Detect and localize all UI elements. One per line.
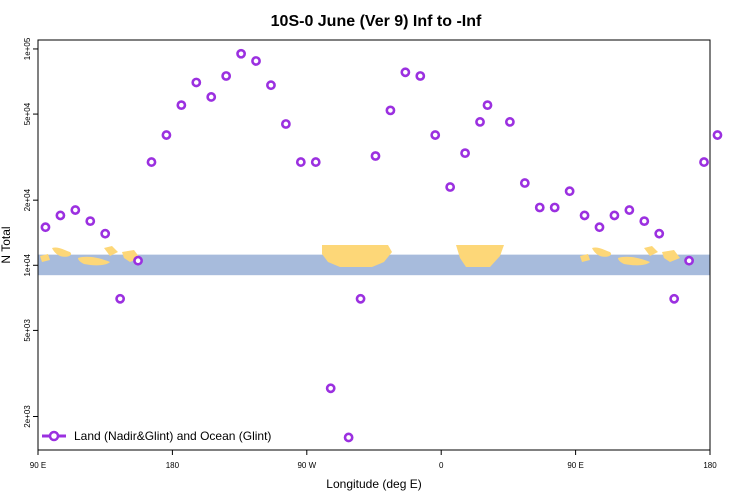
legend-label: Land (Nadir&Glint) and Ocean (Glint) bbox=[74, 429, 271, 443]
chart-title: 10S-0 June (Ver 9) Inf to -Inf bbox=[271, 13, 482, 30]
data-point bbox=[415, 71, 426, 81]
data-point bbox=[519, 178, 530, 188]
data-point bbox=[654, 228, 665, 239]
data-point bbox=[639, 216, 650, 227]
x-tick-label: 180 bbox=[703, 461, 717, 470]
data-point bbox=[549, 202, 560, 213]
data-point bbox=[355, 293, 366, 304]
data-point bbox=[85, 216, 96, 227]
data-points bbox=[40, 48, 723, 443]
data-point bbox=[712, 130, 723, 140]
data-point bbox=[146, 157, 157, 167]
data-point bbox=[221, 71, 232, 81]
data-point bbox=[400, 67, 411, 78]
data-point bbox=[684, 255, 694, 266]
y-axis-label: N Total bbox=[0, 226, 13, 263]
y-tick-label: 5e+04 bbox=[23, 102, 32, 125]
data-point bbox=[325, 383, 336, 394]
data-point bbox=[295, 157, 306, 167]
legend-marker bbox=[48, 430, 60, 442]
data-point bbox=[594, 222, 605, 233]
data-point bbox=[475, 117, 485, 127]
y-tick-label: 1e+05 bbox=[23, 37, 32, 60]
data-point bbox=[370, 151, 381, 161]
map-land-pacific-islands-east bbox=[580, 246, 680, 266]
y-tick-label: 1e+04 bbox=[23, 253, 32, 276]
plot-frame bbox=[37, 39, 711, 451]
map-land-pacific-islands-west bbox=[40, 246, 140, 266]
x-tick-label: 0 bbox=[439, 461, 444, 470]
data-point bbox=[206, 92, 217, 102]
data-point bbox=[70, 205, 81, 215]
data-point bbox=[482, 100, 493, 111]
data-point bbox=[133, 255, 143, 266]
data-point bbox=[266, 80, 276, 91]
x-axis: 90 E 180 90 W 0 90 E 180 bbox=[30, 450, 717, 470]
data-point bbox=[564, 186, 575, 197]
data-point bbox=[430, 130, 441, 140]
data-point bbox=[100, 228, 111, 239]
data-point bbox=[579, 210, 590, 221]
data-point bbox=[161, 130, 172, 140]
y-tick-label: 2e+04 bbox=[23, 188, 32, 211]
data-point bbox=[40, 222, 51, 233]
data-point bbox=[251, 56, 261, 66]
x-tick-label: 90 E bbox=[567, 461, 583, 470]
data-point bbox=[343, 432, 354, 443]
x-axis-label: Longitude (deg E) bbox=[326, 477, 421, 491]
y-tick-label: 2e+03 bbox=[23, 405, 32, 428]
y-axis: 1e+05 5e+04 2e+04 1e+04 5e+03 2e+03 bbox=[23, 37, 38, 428]
map-land-africa bbox=[456, 245, 504, 267]
data-point bbox=[310, 157, 321, 167]
data-point bbox=[460, 148, 470, 159]
data-point bbox=[280, 119, 291, 129]
x-tick-label: 90 W bbox=[297, 461, 316, 470]
data-point bbox=[624, 205, 635, 215]
data-point bbox=[534, 202, 545, 213]
y-tick-label: 5e+03 bbox=[23, 319, 32, 342]
data-point bbox=[176, 100, 187, 111]
data-point bbox=[504, 117, 515, 127]
data-point bbox=[236, 48, 246, 59]
data-point bbox=[191, 77, 202, 88]
data-point bbox=[385, 105, 396, 116]
legend: Land (Nadir&Glint) and Ocean (Glint) bbox=[42, 429, 271, 443]
map-band bbox=[38, 245, 710, 276]
x-tick-label: 180 bbox=[166, 461, 180, 470]
data-point bbox=[115, 293, 126, 304]
data-point bbox=[55, 210, 66, 221]
data-point bbox=[669, 293, 680, 304]
data-point bbox=[609, 210, 620, 221]
data-point bbox=[699, 157, 709, 167]
x-tick-label: 90 E bbox=[30, 461, 46, 470]
map-land-south-america bbox=[322, 245, 392, 267]
data-point bbox=[445, 182, 456, 192]
